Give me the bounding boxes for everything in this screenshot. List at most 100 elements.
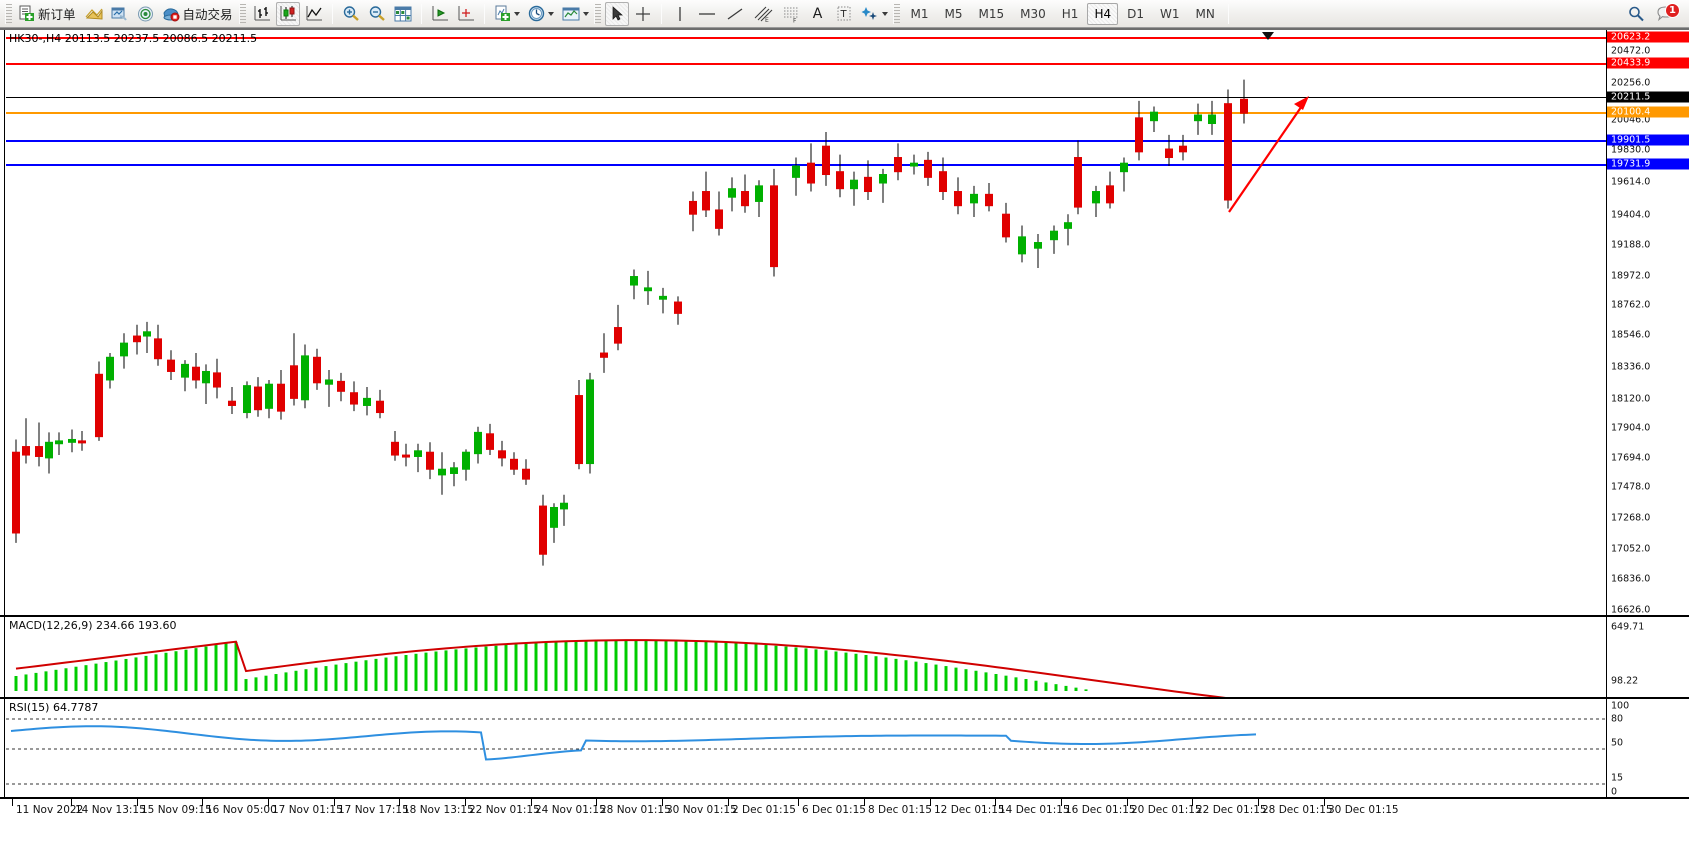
rsi-pane[interactable]: RSI(15) 64.7787 100 80 50 15 0 <box>0 698 1689 798</box>
autotrading-button[interactable]: 自动交易 <box>160 2 237 26</box>
time-axis-label: 22 Nov 01:15 <box>469 804 540 816</box>
notification-button[interactable]: 1 <box>1655 2 1680 24</box>
resistance-level-tag-2: 20433.9 <box>1607 57 1689 69</box>
support-line-1[interactable] <box>6 140 1606 142</box>
templates-button[interactable] <box>559 2 592 26</box>
price-scale[interactable]: 20472.0 20256.0 20046.0 19830.0 19614.0 … <box>1606 30 1689 615</box>
templates-icon <box>562 6 580 22</box>
vertical-line-button[interactable] <box>668 2 692 26</box>
zoom-out-icon <box>368 5 386 22</box>
price-tick: 17694.0 <box>1611 452 1651 464</box>
bar-chart-button[interactable] <box>250 2 274 26</box>
timeframe-mn[interactable]: MN <box>1195 6 1215 21</box>
line-chart-icon <box>305 5 323 22</box>
time-axis-label: 11 Nov 2022 <box>16 804 84 816</box>
time-tick <box>1127 799 1128 806</box>
horizontal-line-button[interactable] <box>694 2 720 26</box>
toolbar-grip-1[interactable] <box>5 3 12 24</box>
price-plot[interactable] <box>6 30 1606 615</box>
time-axis-label: 17 Nov 17:15 <box>338 804 409 816</box>
resistance-line-2[interactable] <box>6 63 1606 65</box>
timeframe-m30[interactable]: M30 <box>1020 6 1046 21</box>
timeframe-d1[interactable]: D1 <box>1127 6 1144 21</box>
new-chart-button[interactable] <box>491 2 523 26</box>
indicators-button[interactable] <box>82 2 106 26</box>
new-order-button[interactable]: 新订单 <box>16 2 80 26</box>
price-tick: 18762.0 <box>1611 299 1651 311</box>
time-tick <box>995 799 996 806</box>
time-axis[interactable]: 11 Nov 2022 14 Nov 13:15 15 Nov 09:15 16 No… <box>0 798 1689 865</box>
time-axis-label: 16 Dec 01:15 <box>1065 804 1136 816</box>
macd-plot[interactable] <box>6 617 1606 697</box>
time-axis-label: 28 Dec 01:15 <box>1262 804 1333 816</box>
trendline-icon <box>725 5 745 23</box>
main-toolbar: 新订单 <box>0 0 1689 28</box>
timeframe-m5[interactable]: M5 <box>944 6 963 21</box>
time-axis-label: 17 Nov 01:15 <box>272 804 343 816</box>
time-axis-label: 18 Nov 13:15 <box>403 804 474 816</box>
time-tick <box>531 799 532 806</box>
price-pane[interactable]: HK30-,H4 20113.5 20237.5 20086.5 20211.5 <box>0 28 1689 616</box>
trendline-button[interactable] <box>722 2 748 26</box>
equidistant-channel-button[interactable]: E <box>750 2 776 26</box>
fibonacci-button[interactable]: F <box>778 2 804 26</box>
toolbar-grip-3[interactable] <box>593 3 601 24</box>
chart-shift-icon <box>431 5 449 22</box>
text-button[interactable]: A <box>806 2 830 26</box>
auto-scroll-button[interactable] <box>454 2 478 26</box>
timeframe-w1[interactable]: W1 <box>1160 6 1180 21</box>
price-tick: 19830.0 <box>1611 144 1651 156</box>
candlestick-chart-icon <box>279 5 297 22</box>
chart-area[interactable]: HK30-,H4 20113.5 20237.5 20086.5 20211.5 <box>0 28 1689 865</box>
crosshair-button[interactable] <box>631 2 655 26</box>
price-tick: 18336.0 <box>1611 361 1651 373</box>
timeframe-h4[interactable]: H4 <box>1087 2 1119 25</box>
candlestick-chart-button[interactable] <box>275 1 300 26</box>
zoom-in-button[interactable] <box>339 2 363 26</box>
chevron-down-icon[interactable] <box>582 11 589 16</box>
chevron-down-icon[interactable] <box>547 11 554 16</box>
price-tick: 17268.0 <box>1611 512 1651 524</box>
price-tick: 16626.0 <box>1611 604 1651 616</box>
chevron-down-icon[interactable] <box>513 11 520 16</box>
zoom-out-button[interactable] <box>365 2 389 26</box>
objects-button[interactable] <box>858 2 891 26</box>
time-tick <box>268 799 269 806</box>
chevron-down-icon[interactable] <box>881 11 888 16</box>
search-icon[interactable] <box>1627 5 1645 23</box>
signals-button[interactable] <box>134 2 158 26</box>
text-label-button[interactable]: T <box>832 2 856 26</box>
current-price-tag: 20211.5 <box>1607 91 1689 103</box>
rsi-tick: 80 <box>1611 713 1624 725</box>
support-line-2[interactable] <box>6 164 1606 166</box>
price-tick: 19404.0 <box>1611 209 1651 221</box>
timeframe-m15[interactable]: M15 <box>978 6 1005 21</box>
data-window-button[interactable] <box>108 2 132 26</box>
time-tick <box>930 799 931 806</box>
rsi-title: RSI(15) 64.7787 <box>9 701 99 714</box>
fibonacci-icon: F <box>781 5 801 23</box>
time-axis-label: 2 Dec 01:15 <box>732 804 796 816</box>
time-tick <box>12 799 13 806</box>
resistance-line-1[interactable] <box>6 37 1606 39</box>
chart-shift-button[interactable] <box>428 2 452 26</box>
time-tick <box>596 799 597 806</box>
line-chart-button[interactable] <box>302 2 326 26</box>
current-price-line[interactable] <box>6 97 1606 98</box>
grid-button[interactable] <box>391 2 415 26</box>
objects-icon <box>861 5 879 22</box>
cursor-button[interactable] <box>604 1 629 26</box>
timeframe-m1[interactable]: M1 <box>910 6 929 21</box>
toolbar-separator-4 <box>660 3 662 24</box>
toolbar-grip-2[interactable] <box>238 3 246 24</box>
pivot-line[interactable] <box>6 112 1606 114</box>
macd-pane[interactable]: MACD(12,26,9) 234.66 193.60 649.71 98.22 <box>0 616 1689 698</box>
timeframe-h1[interactable]: H1 <box>1061 6 1079 21</box>
symbol-info-label: HK30-,H4 20113.5 20237.5 20086.5 20211.5 <box>9 32 258 45</box>
period-button[interactable] <box>525 2 557 26</box>
toolbar-grip-4[interactable] <box>892 3 900 24</box>
time-axis-label: 24 Nov 01:15 <box>535 804 606 816</box>
rsi-plot[interactable] <box>6 699 1606 797</box>
indicators-icon <box>85 6 103 22</box>
